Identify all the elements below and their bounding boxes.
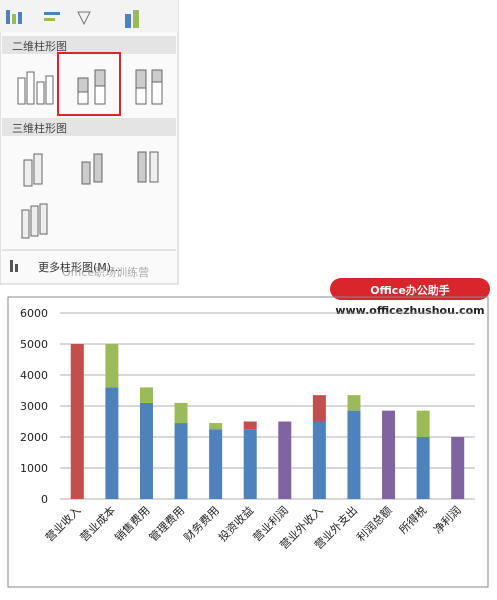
x-tick-label: 财务费用 xyxy=(181,503,222,544)
bar xyxy=(416,410,430,437)
icon[interactable] xyxy=(125,14,131,28)
bar xyxy=(105,387,119,499)
x-tick-label: 营业收入 xyxy=(42,503,83,544)
icons-3d[interactable] xyxy=(21,151,159,239)
brand-url: www.officezhushou.com xyxy=(335,304,484,317)
icon[interactable] xyxy=(133,10,139,28)
y-tick-label: 6000 xyxy=(20,307,48,320)
bar xyxy=(278,421,292,499)
icon[interactable] xyxy=(44,12,60,15)
icon[interactable] xyxy=(6,10,10,24)
x-tick-label: 管理费用 xyxy=(146,503,187,544)
section-header xyxy=(2,118,176,136)
brand-badge xyxy=(330,278,490,300)
bar xyxy=(243,429,257,499)
bar xyxy=(139,402,153,499)
bar xyxy=(347,410,361,499)
chart-menu: 二维柱形图 三维柱形图 更多柱形图(M)... Office职场训练营 xyxy=(0,0,179,285)
y-tick-label: 3000 xyxy=(20,400,48,413)
section-header xyxy=(2,36,176,54)
bar xyxy=(139,387,153,403)
bar xyxy=(347,395,361,411)
y-tick-label: 5000 xyxy=(20,338,48,351)
icon xyxy=(10,260,13,272)
bar xyxy=(174,423,188,499)
bar xyxy=(209,423,223,430)
bar xyxy=(312,395,326,422)
selection-box xyxy=(57,52,121,116)
bar xyxy=(70,344,84,499)
bar xyxy=(209,429,223,499)
bar xyxy=(451,437,465,499)
brand-name: Office办公助手 xyxy=(370,283,450,297)
watermark: Office职场训练营 xyxy=(62,265,149,279)
x-tick-label: 销售费用 xyxy=(112,503,153,544)
bar xyxy=(382,410,396,499)
x-tick-label: 净利润 xyxy=(431,503,464,536)
section-title: 二维柱形图 xyxy=(12,39,67,53)
icon[interactable] xyxy=(18,12,22,24)
icon[interactable] xyxy=(44,18,55,21)
x-tick-label: 营业成本 xyxy=(77,503,118,544)
icon[interactable] xyxy=(77,11,91,26)
x-tick-label: 所得税 xyxy=(396,503,429,536)
section-title: 三维柱形图 xyxy=(12,121,67,135)
bar xyxy=(174,402,188,424)
toolbar xyxy=(0,0,178,32)
y-tick-label: 0 xyxy=(41,493,48,506)
y-tick-label: 4000 xyxy=(20,369,48,382)
icon[interactable] xyxy=(12,14,16,24)
x-tick-label: 利润总额 xyxy=(354,503,395,544)
bar xyxy=(105,344,119,388)
icon xyxy=(15,264,18,272)
plot: 0 1000 2000 3000 4000 5000 6000 营业收入营业成本销售费用管理费… xyxy=(20,307,475,552)
x-tick-label: 投资收益 xyxy=(215,503,256,544)
bar xyxy=(312,421,326,499)
bar xyxy=(243,421,257,430)
y-tick-label: 2000 xyxy=(20,431,48,444)
more-link[interactable]: 更多柱形图(M)... xyxy=(38,260,122,274)
y-tick-label: 1000 xyxy=(20,462,48,475)
chart-frame xyxy=(7,296,489,588)
icons-2d[interactable] xyxy=(17,69,163,105)
bar xyxy=(416,437,430,499)
